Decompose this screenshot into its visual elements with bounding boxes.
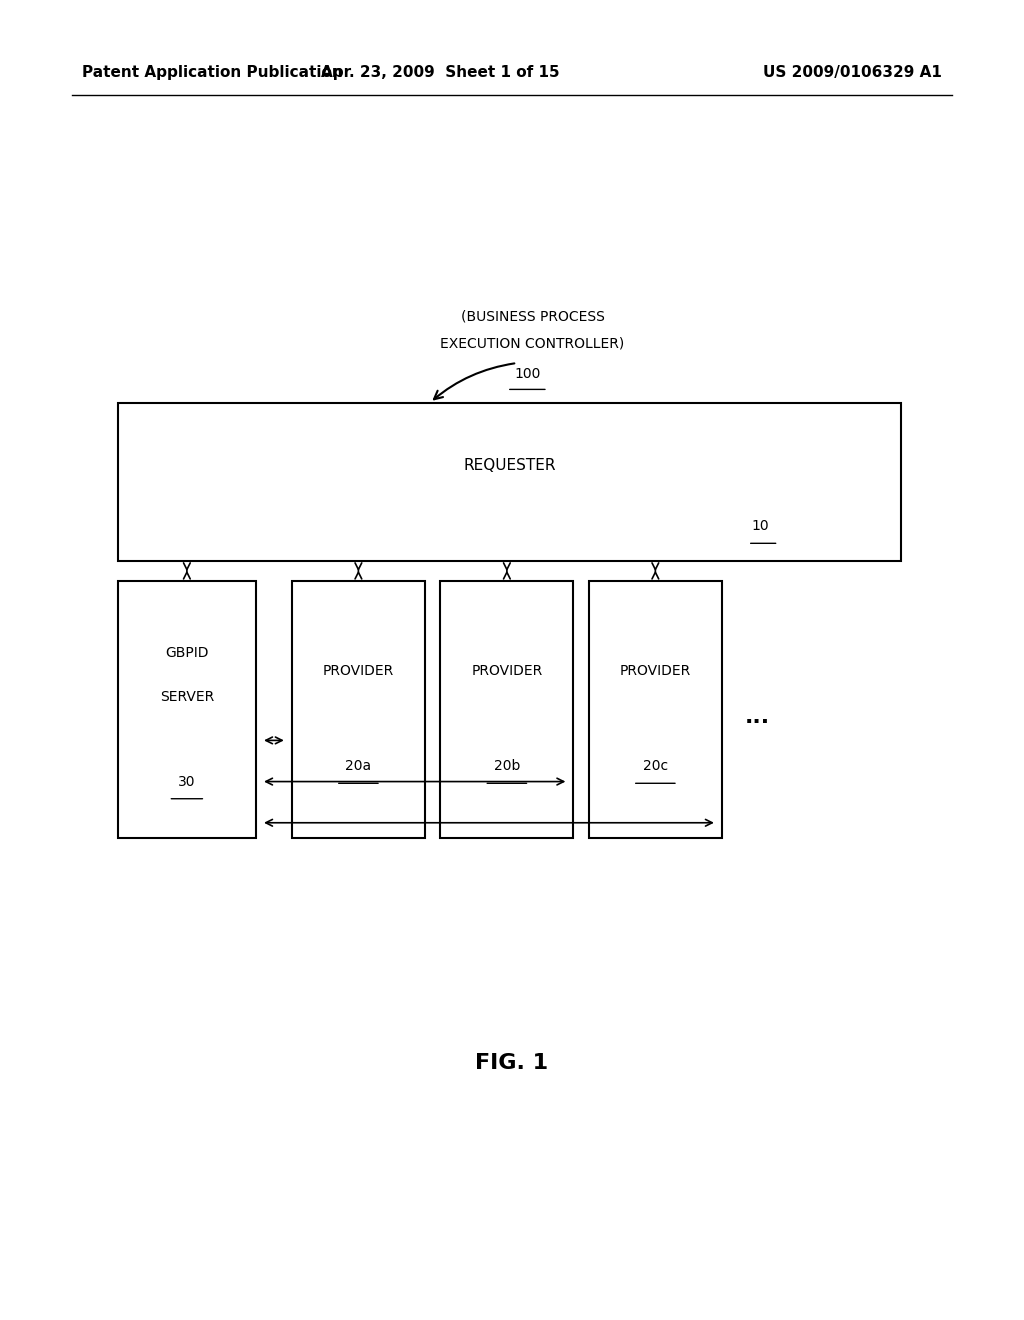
Text: PROVIDER: PROVIDER — [471, 664, 543, 678]
Text: US 2009/0106329 A1: US 2009/0106329 A1 — [763, 65, 942, 81]
FancyBboxPatch shape — [440, 581, 573, 838]
Text: 20a: 20a — [345, 759, 372, 774]
Text: FIG. 1: FIG. 1 — [475, 1052, 549, 1073]
Text: SERVER: SERVER — [160, 689, 214, 704]
FancyBboxPatch shape — [118, 581, 256, 838]
Text: Apr. 23, 2009  Sheet 1 of 15: Apr. 23, 2009 Sheet 1 of 15 — [321, 65, 560, 81]
Text: REQUESTER: REQUESTER — [463, 458, 556, 474]
FancyBboxPatch shape — [292, 581, 425, 838]
Text: PROVIDER: PROVIDER — [620, 664, 691, 678]
Text: 20b: 20b — [494, 759, 520, 774]
Text: GBPID: GBPID — [165, 645, 209, 660]
Text: ...: ... — [745, 706, 770, 727]
Text: EXECUTION CONTROLLER): EXECUTION CONTROLLER) — [440, 337, 625, 350]
Text: Patent Application Publication: Patent Application Publication — [82, 65, 343, 81]
Text: (BUSINESS PROCESS: (BUSINESS PROCESS — [461, 310, 604, 323]
FancyBboxPatch shape — [589, 581, 722, 838]
Text: 20c: 20c — [643, 759, 668, 774]
Text: 30: 30 — [178, 775, 196, 788]
Text: PROVIDER: PROVIDER — [323, 664, 394, 678]
Text: 100: 100 — [514, 367, 541, 380]
Text: 10: 10 — [752, 519, 769, 533]
FancyBboxPatch shape — [118, 403, 901, 561]
